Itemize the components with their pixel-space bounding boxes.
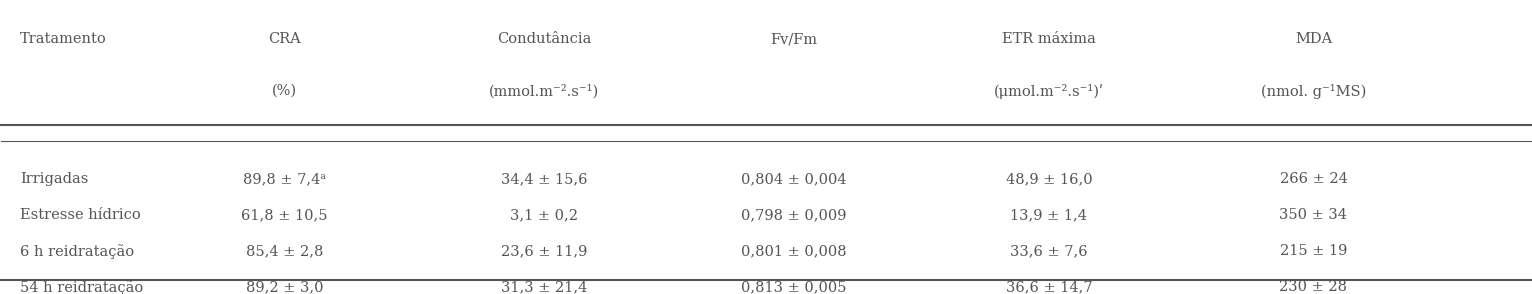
Text: 0,804 ± 0,004: 0,804 ± 0,004 bbox=[740, 172, 846, 186]
Text: 3,1 ± 0,2: 3,1 ± 0,2 bbox=[510, 208, 578, 222]
Text: 89,2 ± 3,0: 89,2 ± 3,0 bbox=[245, 280, 323, 294]
Text: 61,8 ± 10,5: 61,8 ± 10,5 bbox=[241, 208, 328, 222]
Text: 33,6 ± 7,6: 33,6 ± 7,6 bbox=[1010, 244, 1088, 258]
Text: 350 ± 34: 350 ± 34 bbox=[1279, 208, 1348, 222]
Text: Fv/Fm: Fv/Fm bbox=[771, 32, 817, 46]
Text: Condutância: Condutância bbox=[496, 32, 591, 46]
Text: ETR máxima: ETR máxima bbox=[1002, 32, 1095, 46]
Text: Irrigadas: Irrigadas bbox=[20, 172, 89, 186]
Text: (%): (%) bbox=[271, 84, 297, 98]
Text: 48,9 ± 16,0: 48,9 ± 16,0 bbox=[1005, 172, 1092, 186]
Text: (mmol.m⁻².s⁻¹): (mmol.m⁻².s⁻¹) bbox=[489, 84, 599, 98]
Text: Estresse hídrico: Estresse hídrico bbox=[20, 208, 141, 222]
Text: (nmol. g⁻¹MS): (nmol. g⁻¹MS) bbox=[1261, 84, 1367, 99]
Text: 36,6 ± 14,7: 36,6 ± 14,7 bbox=[1005, 280, 1092, 294]
Text: 215 ± 19: 215 ± 19 bbox=[1279, 244, 1347, 258]
Text: 0,798 ± 0,009: 0,798 ± 0,009 bbox=[741, 208, 846, 222]
Text: 23,6 ± 11,9: 23,6 ± 11,9 bbox=[501, 244, 587, 258]
Text: 31,3 ± 21,4: 31,3 ± 21,4 bbox=[501, 280, 587, 294]
Text: 54 h reidratação: 54 h reidratação bbox=[20, 280, 142, 294]
Text: 266 ± 24: 266 ± 24 bbox=[1279, 172, 1348, 186]
Text: 13,9 ± 1,4: 13,9 ± 1,4 bbox=[1011, 208, 1088, 222]
Text: 85,4 ± 2,8: 85,4 ± 2,8 bbox=[245, 244, 323, 258]
Text: Tratamento: Tratamento bbox=[20, 32, 107, 46]
Text: 89,8 ± 7,4ᵃ: 89,8 ± 7,4ᵃ bbox=[242, 172, 326, 186]
Text: 230 ± 28: 230 ± 28 bbox=[1279, 280, 1348, 294]
Text: 0,801 ± 0,008: 0,801 ± 0,008 bbox=[740, 244, 846, 258]
Text: (μmol.m⁻².s⁻¹)ʹ: (μmol.m⁻².s⁻¹)ʹ bbox=[994, 84, 1105, 99]
Text: 6 h reidratação: 6 h reidratação bbox=[20, 244, 133, 259]
Text: CRA: CRA bbox=[268, 32, 300, 46]
Text: 0,813 ± 0,005: 0,813 ± 0,005 bbox=[741, 280, 846, 294]
Text: MDA: MDA bbox=[1295, 32, 1333, 46]
Text: 34,4 ± 15,6: 34,4 ± 15,6 bbox=[501, 172, 587, 186]
